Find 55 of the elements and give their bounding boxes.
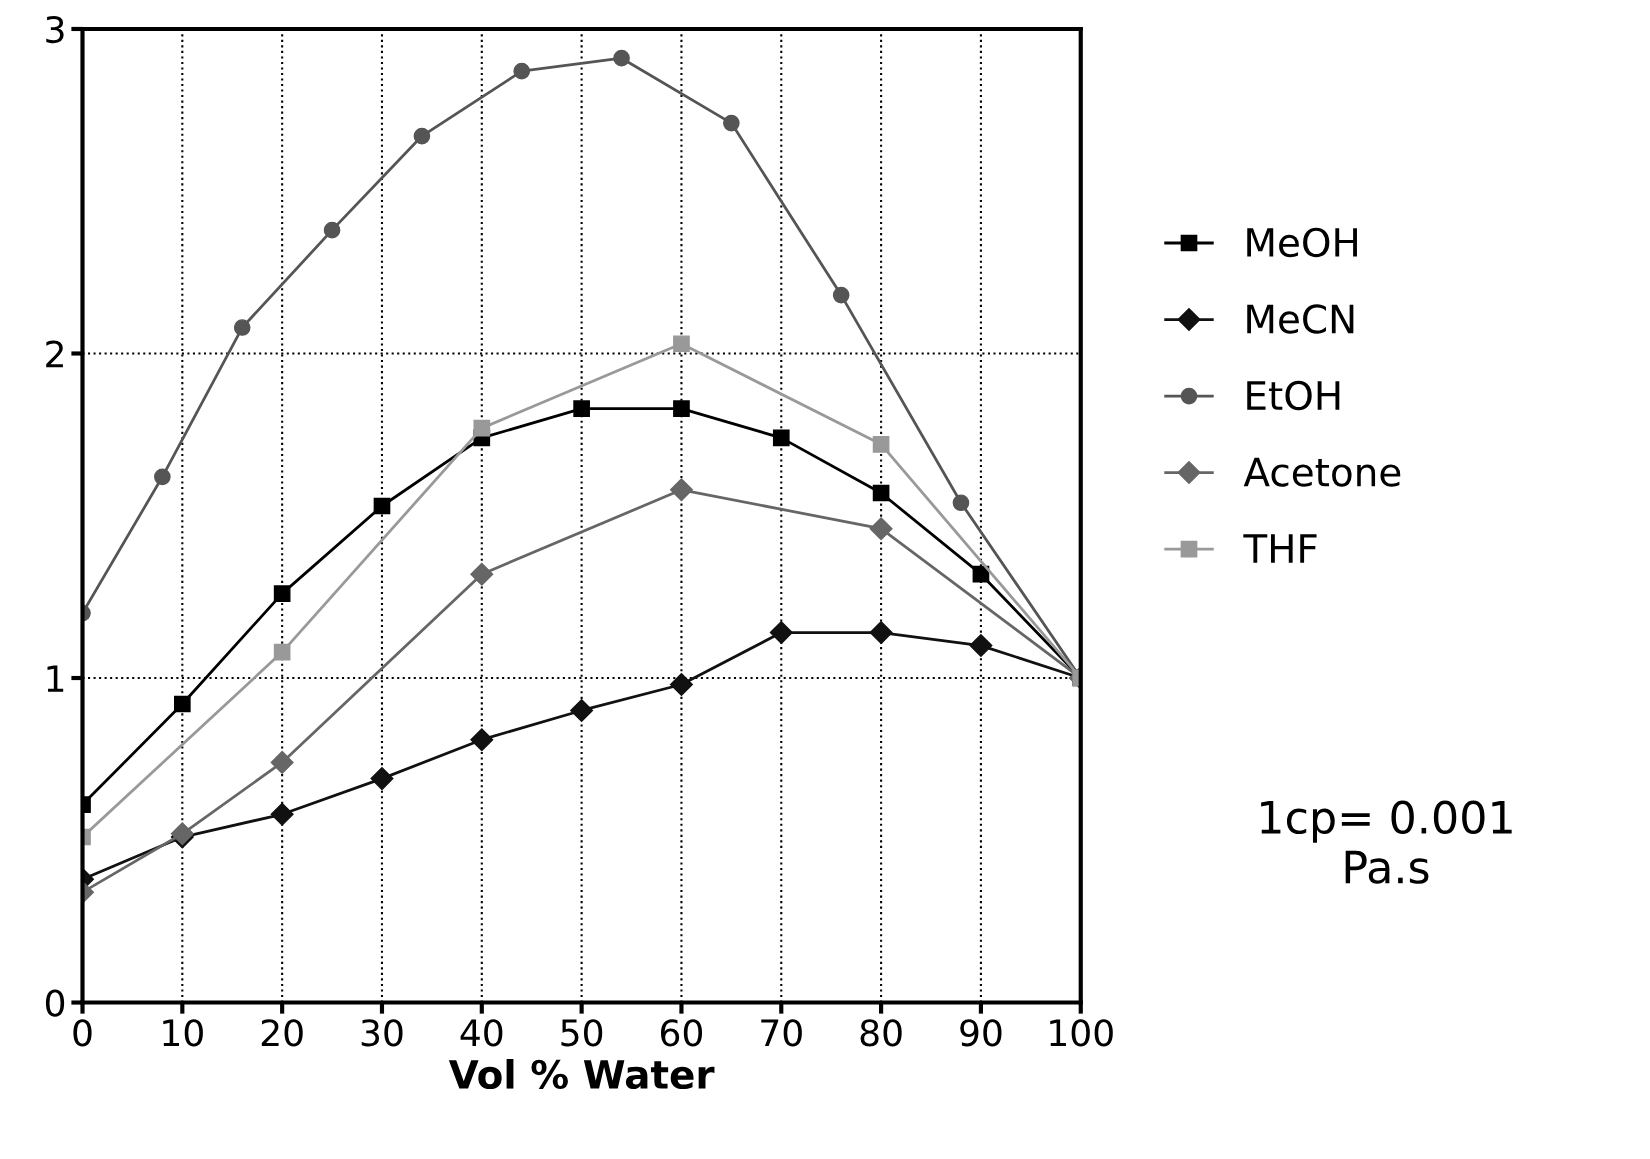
point bbox=[772, 429, 790, 447]
y-tick-label: 1 bbox=[47, 665, 64, 692]
point bbox=[570, 698, 594, 722]
point bbox=[173, 695, 191, 713]
point bbox=[470, 562, 494, 586]
legend-label: Acetone bbox=[1243, 457, 1401, 487]
point bbox=[673, 335, 690, 353]
point bbox=[952, 494, 970, 512]
point bbox=[972, 565, 990, 583]
x-tick-label: 70 bbox=[761, 1019, 802, 1047]
legend-label: MeCN bbox=[1247, 304, 1354, 334]
x-tick-label: 80 bbox=[860, 1019, 902, 1047]
point bbox=[470, 728, 494, 752]
point bbox=[513, 62, 531, 80]
point bbox=[270, 802, 294, 826]
x-tick-label: 30 bbox=[361, 1019, 403, 1047]
x-tick-label: 20 bbox=[261, 1019, 303, 1047]
point bbox=[270, 750, 294, 774]
point bbox=[969, 634, 993, 658]
legend-label: EtOH bbox=[1247, 380, 1340, 411]
point bbox=[872, 436, 890, 453]
point bbox=[273, 643, 291, 661]
point bbox=[832, 286, 850, 304]
x-tick-label: 10 bbox=[163, 1019, 203, 1047]
y-tick-label: 3 bbox=[46, 15, 64, 44]
point bbox=[413, 127, 431, 145]
point bbox=[473, 419, 491, 437]
point bbox=[233, 319, 251, 336]
point bbox=[154, 468, 171, 486]
x-axis-title: Vol % Water bbox=[448, 1059, 715, 1090]
point bbox=[869, 517, 893, 541]
point bbox=[673, 400, 690, 417]
point bbox=[323, 221, 341, 239]
point bbox=[723, 114, 740, 132]
text: 1cp= 0.001 Pa.s bbox=[1261, 800, 1512, 884]
x-tick-label: 40 bbox=[460, 1019, 503, 1047]
point bbox=[669, 673, 693, 697]
point bbox=[373, 497, 391, 515]
x-tick-label: 50 bbox=[561, 1019, 603, 1047]
legend-label: MeOH bbox=[1247, 227, 1357, 258]
legend-label: THF bbox=[1243, 534, 1317, 563]
point bbox=[669, 478, 693, 502]
y-tick-label: 0 bbox=[45, 989, 65, 1017]
point bbox=[869, 621, 893, 645]
point bbox=[573, 400, 590, 417]
point bbox=[613, 49, 630, 67]
x-tick-label: 0 bbox=[73, 1019, 92, 1047]
x-tick-label: 100 bbox=[1050, 1019, 1113, 1047]
x-tick-label: 60 bbox=[661, 1019, 703, 1047]
point bbox=[872, 484, 890, 502]
y-tick-label: 2 bbox=[46, 340, 63, 368]
x-tick-label: 90 bbox=[960, 1019, 1002, 1047]
point bbox=[273, 585, 291, 602]
point bbox=[370, 767, 394, 791]
point bbox=[769, 621, 793, 645]
